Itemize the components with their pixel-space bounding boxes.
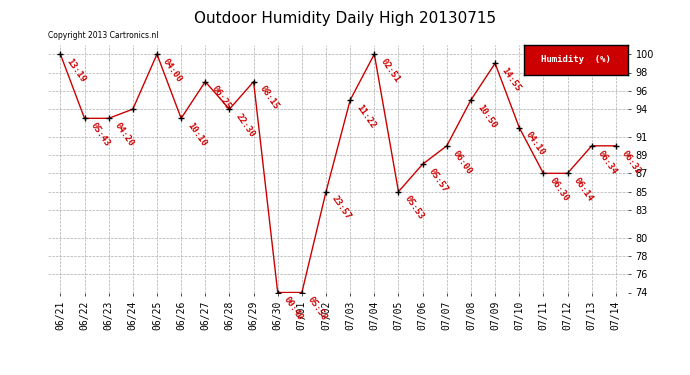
Text: 05:57: 05:57 bbox=[427, 167, 450, 194]
Text: 06:32: 06:32 bbox=[620, 148, 643, 176]
Text: 23:57: 23:57 bbox=[331, 195, 353, 222]
Text: 04:10: 04:10 bbox=[524, 130, 546, 158]
Text: 06:14: 06:14 bbox=[572, 176, 595, 203]
Text: 06:34: 06:34 bbox=[596, 148, 619, 176]
Text: 06:25: 06:25 bbox=[210, 84, 233, 112]
Text: Outdoor Humidity Daily High 20130715: Outdoor Humidity Daily High 20130715 bbox=[194, 11, 496, 26]
Text: 05:53: 05:53 bbox=[403, 195, 426, 222]
Text: 13:19: 13:19 bbox=[65, 57, 88, 84]
Text: 11:22: 11:22 bbox=[355, 103, 377, 130]
Text: 14:55: 14:55 bbox=[500, 66, 522, 93]
Text: 04:20: 04:20 bbox=[113, 121, 136, 148]
Text: 05:58: 05:58 bbox=[306, 295, 329, 322]
Text: 02:51: 02:51 bbox=[379, 57, 402, 84]
Text: 05:43: 05:43 bbox=[89, 121, 112, 148]
Text: 04:00: 04:00 bbox=[161, 57, 184, 84]
Text: 08:15: 08:15 bbox=[258, 84, 281, 112]
Text: 06:30: 06:30 bbox=[548, 176, 571, 203]
Text: 06:00: 06:00 bbox=[451, 148, 474, 176]
Text: Copyright 2013 Cartronics.nl: Copyright 2013 Cartronics.nl bbox=[48, 31, 159, 40]
Text: 10:50: 10:50 bbox=[475, 103, 498, 130]
Text: 00:40: 00:40 bbox=[282, 295, 305, 322]
Text: 10:10: 10:10 bbox=[186, 121, 208, 148]
Text: 22:30: 22:30 bbox=[234, 112, 257, 139]
